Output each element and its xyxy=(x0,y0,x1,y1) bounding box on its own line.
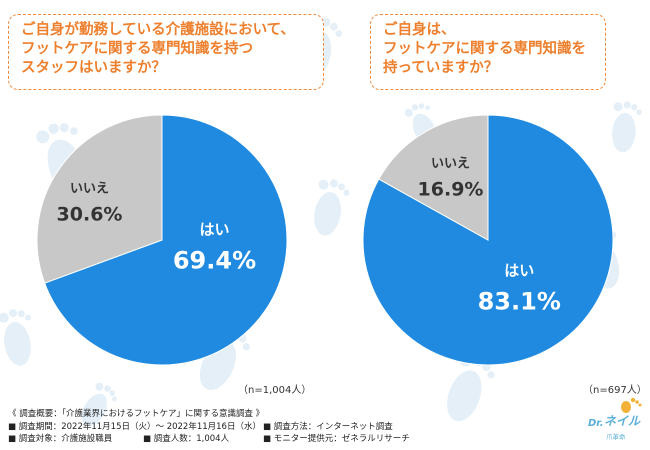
question-2-line-3: 持っていますか？ xyxy=(383,60,499,76)
footprint-decoration-5 xyxy=(314,179,350,236)
chart-2-label-no: いいえ xyxy=(431,157,470,172)
footer-period: ■ 調査期間：2022年11月15日（火）～ 2022年11月16日（水） xyxy=(8,421,261,432)
survey-footer: 《 調査概要：「介護業界におけるフットケア」に関する意識調査 》 ■ 調査期間：… xyxy=(8,408,410,446)
footer-title: 《 調査概要：「介護業界におけるフットケア」に関する意識調査 》 xyxy=(8,409,265,419)
chart-1-slice-yes xyxy=(44,114,288,366)
logo-subtitle: 爪革命 xyxy=(606,433,626,441)
chart-1-slice-no xyxy=(36,114,163,284)
question-1-line-2: フットケアに関する専門知識を持つ xyxy=(21,41,253,57)
question-2-box: ご自身は、 フットケアに関する専門知識を 持っていますか？ xyxy=(370,14,606,90)
chart-1-value-yes: 69.4% xyxy=(173,246,256,274)
footprint-decoration-8 xyxy=(612,101,642,153)
question-1-line-3: スタッフはいますか？ xyxy=(21,60,166,76)
footer-count: ■ 調査人数：1,004人 xyxy=(143,434,230,444)
chart-2-sample-size: （n=697人） xyxy=(583,385,647,396)
chart-1-label-yes: はい xyxy=(199,220,229,238)
footer-row-1: ■ 調査期間：2022年11月15日（火）～ 2022年11月16日（水） ■ … xyxy=(8,421,393,434)
chart-1-label-no: いいえ xyxy=(70,182,109,197)
chart-1-value-no: 30.6% xyxy=(57,204,123,226)
chart-2-slice-yes xyxy=(362,114,614,366)
footprint-decoration-4 xyxy=(0,309,32,366)
footer-monitor: ■ モニター提供元：ゼネラルリサーチ xyxy=(263,434,410,444)
chart-2-label-yes: はい xyxy=(504,262,534,280)
chart-2-value-yes: 83.1% xyxy=(478,288,561,316)
footer-target: ■ 調査対象：介護施設職員 xyxy=(8,434,113,444)
question-1-line-1: ご自身が勤務している介護施設において、 xyxy=(21,22,295,38)
dr-nail-logo: Dr. ネイル 爪革命 xyxy=(588,396,646,444)
question-2-line-2: フットケアに関する専門知識を xyxy=(383,41,586,57)
chart-2-slice-no xyxy=(378,114,489,241)
footer-row-2: ■ 調査対象：介護施設職員 ■ 調査人数：1,004人 ■ モニター提供元：ゼネ… xyxy=(8,433,410,446)
question-2-line-1: ご自身は、 xyxy=(383,22,456,38)
chart-1-sample-size: （n=1,004人） xyxy=(238,385,312,396)
chart-2-value-no: 16.9% xyxy=(418,179,484,201)
footer-method: ■ 調査方法：インターネット調査 xyxy=(263,421,393,432)
question-1-box: ご自身が勤務している介護施設において、 フットケアに関する専門知識を持つ スタッ… xyxy=(8,14,324,90)
logo-name-text: ネイル xyxy=(604,414,641,428)
footprint-logo-icon xyxy=(621,397,642,413)
footprint-decoration-10 xyxy=(81,382,117,426)
logo-dr-text: Dr. xyxy=(588,418,604,429)
